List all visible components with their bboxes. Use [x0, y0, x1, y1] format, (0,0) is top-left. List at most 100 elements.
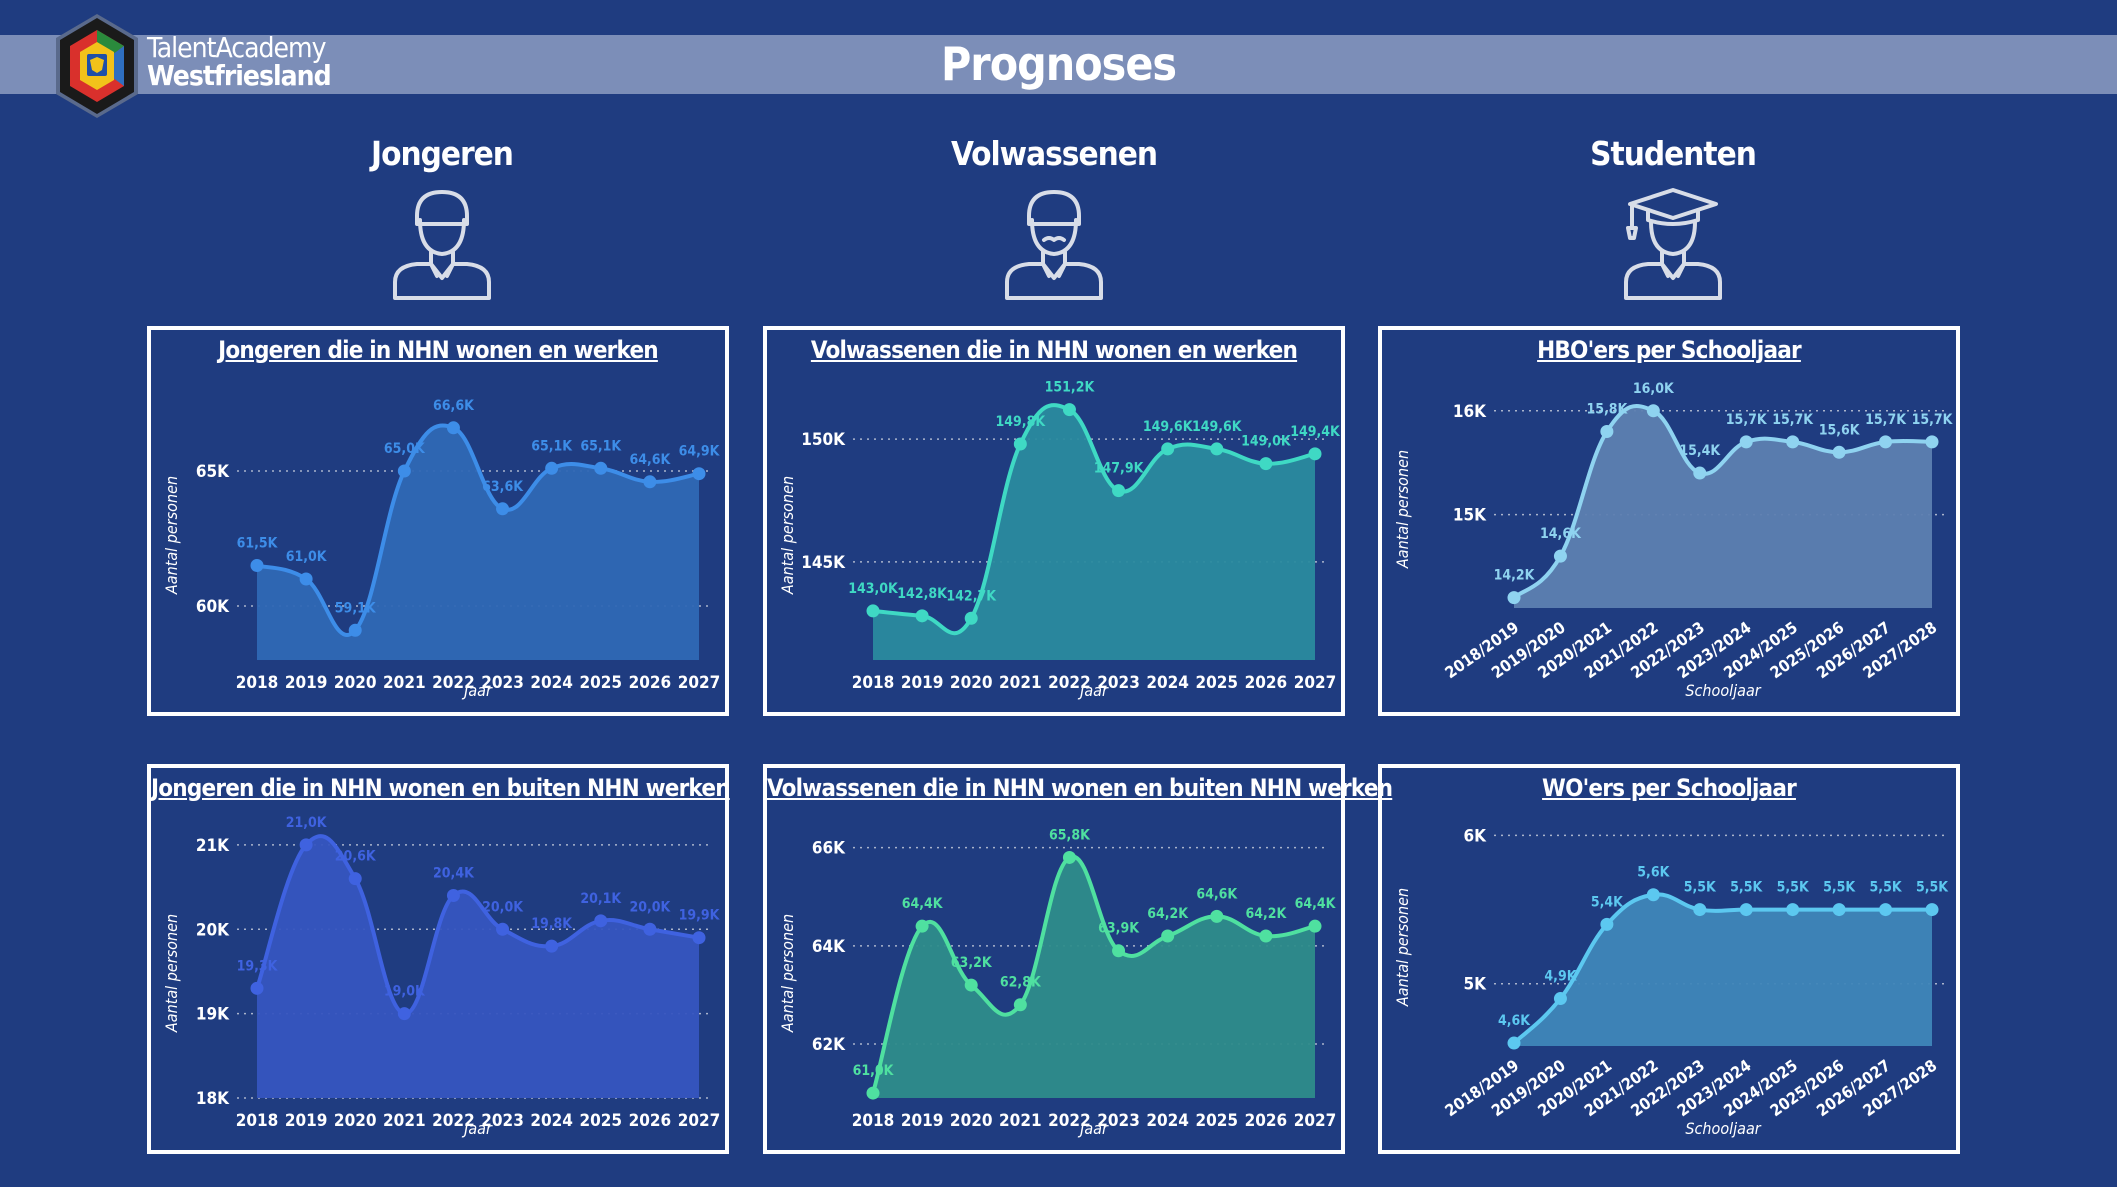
data-point[interactable] [643, 922, 657, 936]
y-axis-title: Aantal personen [162, 914, 181, 1033]
data-point[interactable] [964, 611, 978, 625]
y-axis-title: Aantal personen [778, 476, 797, 595]
data-label: 15,4K [1679, 443, 1721, 459]
data-point[interactable] [250, 559, 264, 572]
data-point[interactable] [1879, 435, 1893, 449]
chart-title: Jongeren die in NHN wonen en buiten NHN … [151, 774, 731, 802]
data-point[interactable] [1693, 903, 1707, 917]
data-label: 149,0K [1241, 434, 1292, 450]
data-point[interactable] [1161, 442, 1175, 456]
data-point[interactable] [496, 502, 510, 516]
data-point[interactable] [1013, 998, 1027, 1012]
data-point[interactable] [643, 475, 657, 489]
data-point[interactable] [1308, 919, 1322, 933]
data-point[interactable] [1259, 457, 1273, 471]
data-point[interactable] [915, 609, 929, 623]
data-point[interactable] [1062, 403, 1076, 417]
x-tick-label: 2027 [1294, 1111, 1337, 1131]
data-point[interactable] [1062, 850, 1076, 864]
data-label: 64,4K [1295, 896, 1337, 912]
data-point[interactable] [545, 939, 559, 953]
data-point[interactable] [1507, 591, 1521, 605]
data-point[interactable] [1925, 435, 1939, 449]
data-point[interactable] [866, 1086, 880, 1100]
data-point[interactable] [397, 1007, 411, 1021]
x-tick-label: 2019 [285, 1111, 328, 1131]
data-point[interactable] [1879, 903, 1893, 917]
data-point[interactable] [1507, 1036, 1521, 1050]
data-label: 65,8K [1049, 827, 1091, 843]
data-point[interactable] [1308, 447, 1322, 461]
data-point[interactable] [1112, 484, 1126, 498]
y-axis-title: Aantal personen [1393, 888, 1412, 1007]
chart-panel-wo: WO'ers per Schooljaar 5K 6K 4,6K 4,9K 5,4K 5,… [1378, 764, 1960, 1154]
data-point[interactable] [1925, 903, 1939, 917]
data-point[interactable] [1553, 549, 1567, 563]
data-label: 14,6K [1540, 526, 1582, 542]
data-point[interactable] [692, 931, 706, 945]
data-label: 20,0K [629, 899, 671, 915]
data-point[interactable] [692, 467, 706, 481]
data-point[interactable] [1600, 425, 1614, 439]
data-point[interactable] [545, 461, 559, 475]
data-point[interactable] [1646, 404, 1660, 418]
data-point[interactable] [1553, 992, 1567, 1006]
data-label: 5,5K [1684, 880, 1717, 896]
data-point[interactable] [299, 572, 313, 586]
data-point[interactable] [594, 461, 608, 475]
x-tick-label: 2026 [629, 1111, 672, 1131]
data-point[interactable] [1786, 435, 1800, 449]
data-label: 15,7K [1865, 412, 1907, 428]
x-tick-label: 2023 [481, 1111, 524, 1131]
data-label: 5,5K [1916, 880, 1949, 896]
data-point[interactable] [250, 981, 264, 995]
data-point[interactable] [1832, 903, 1846, 917]
talentacademy-logo-icon [56, 14, 138, 118]
series-line [872, 403, 1316, 636]
y-tick-label: 5K [1464, 975, 1488, 995]
data-point[interactable] [1693, 466, 1707, 480]
y-tick-label: 15K [1453, 506, 1487, 526]
data-label: 65,1K [531, 438, 573, 454]
data-label: 63,2K [951, 955, 993, 971]
data-point[interactable] [1832, 445, 1846, 459]
data-point[interactable] [915, 919, 929, 933]
data-point[interactable] [348, 872, 362, 886]
chart-panel-volwassenen-buiten: Volwassenen die in NHN wonen en buiten N… [763, 764, 1393, 1154]
data-point[interactable] [397, 464, 411, 478]
data-point[interactable] [299, 838, 313, 852]
data-point[interactable] [1600, 917, 1614, 931]
x-tick-label: 2027 [678, 1111, 721, 1131]
data-point[interactable] [1210, 442, 1224, 456]
chart-title: HBO'ers per Schooljaar [1537, 336, 1802, 364]
x-tick-label: 2021 [999, 1111, 1042, 1131]
x-tick-label: 2025 [1195, 673, 1238, 693]
data-point[interactable] [1013, 437, 1027, 451]
data-point[interactable] [964, 978, 978, 992]
x-axis-title: Schooljaar [1685, 1119, 1761, 1138]
data-point[interactable] [1739, 903, 1753, 917]
data-label: 5,4K [1591, 894, 1624, 910]
data-point[interactable] [1112, 944, 1126, 958]
chart-jongeren-nhn: 60K 65K 61,5K 61,0K 59,1K 65,0K 66,6K 63,6K 65,1… [162, 398, 721, 700]
data-point[interactable] [1646, 888, 1660, 902]
data-point[interactable] [594, 914, 608, 928]
data-point[interactable] [1210, 909, 1224, 923]
data-point[interactable] [348, 623, 362, 637]
y-tick-label: 64K [812, 937, 846, 957]
data-label: 21,0K [286, 815, 328, 831]
header-bar [0, 35, 2117, 94]
data-label: 65,0K [384, 441, 426, 457]
column-title-volwassenen: Volwassenen [950, 134, 1158, 173]
data-point[interactable] [1259, 929, 1273, 943]
y-tick-label: 62K [812, 1035, 846, 1055]
data-label: 147,9K [1094, 461, 1145, 477]
data-point[interactable] [496, 922, 510, 936]
data-point[interactable] [1161, 929, 1175, 943]
x-tick-label: 2027 [1294, 673, 1337, 693]
data-point[interactable] [1739, 435, 1753, 449]
data-point[interactable] [866, 604, 880, 618]
data-point[interactable] [446, 889, 460, 902]
data-point[interactable] [446, 421, 460, 435]
data-point[interactable] [1786, 903, 1800, 917]
